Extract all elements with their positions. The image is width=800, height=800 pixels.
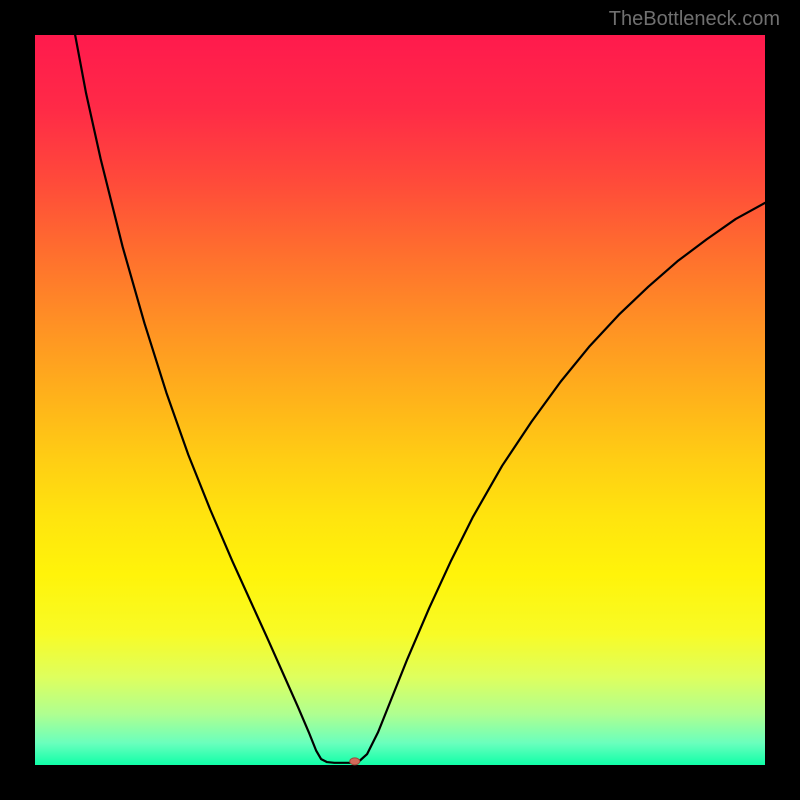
optimal-point-marker bbox=[350, 758, 360, 765]
bottleneck-chart bbox=[0, 0, 800, 800]
chart-plot-background bbox=[35, 35, 765, 765]
watermark-text: TheBottleneck.com bbox=[609, 8, 780, 31]
